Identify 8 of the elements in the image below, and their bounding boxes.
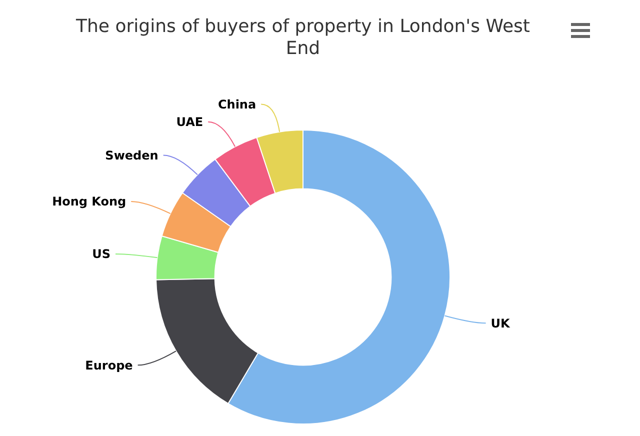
slice-label: China (218, 97, 256, 112)
slice-label: UAE (176, 115, 204, 130)
chart-title: The origins of buyers of property in London's West End (75, 16, 530, 59)
slice-label: US (92, 247, 111, 262)
slice-label: UK (490, 316, 511, 330)
slice-label: Europe (85, 358, 133, 372)
slice-label: Sweden (105, 148, 158, 162)
slice-label: Hong Kong (52, 194, 126, 209)
